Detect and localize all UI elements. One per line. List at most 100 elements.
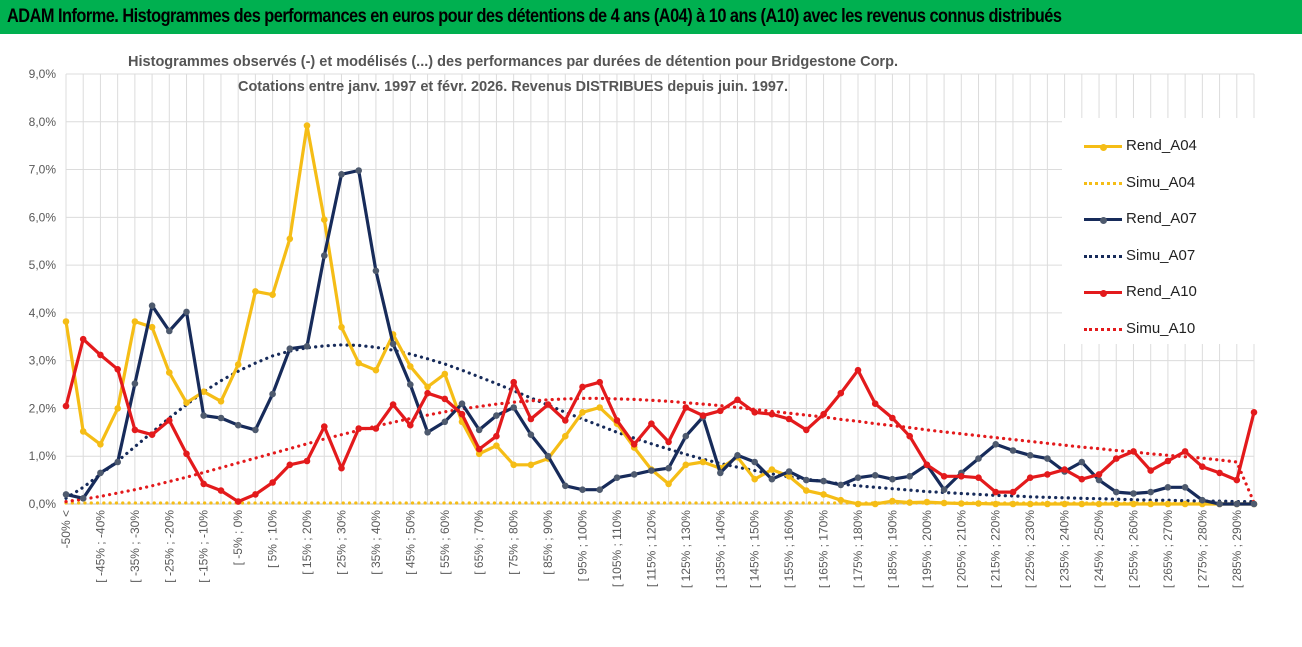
data-point-rend-a04 — [682, 461, 690, 469]
data-point-rend-a07 — [665, 464, 672, 472]
data-point-rend-a10 — [906, 432, 913, 440]
data-point-rend-a07 — [751, 458, 758, 466]
x-tick-label: [ 45% ; 50% — [403, 510, 417, 575]
data-point-rend-a07 — [1199, 496, 1206, 504]
legend-label: Simu_A10 — [1126, 319, 1196, 337]
data-point-rend-a10 — [562, 417, 569, 424]
data-point-rend-a10 — [1130, 448, 1137, 455]
series-simu-a10 — [64, 396, 1256, 505]
data-point-rend-a10 — [1216, 469, 1223, 477]
data-point-rend-a10 — [768, 410, 776, 418]
data-point-rend-a04 — [975, 500, 982, 507]
data-point-rend-a10 — [1113, 455, 1120, 462]
chart-title: Histogrammes observés (-) et modélisés (… — [128, 53, 898, 70]
data-point-rend-a07 — [682, 432, 690, 440]
data-point-rend-a07 — [906, 473, 913, 480]
data-point-rend-a07 — [562, 482, 569, 490]
data-point-rend-a10 — [217, 487, 225, 494]
data-point-rend-a07 — [407, 381, 414, 388]
data-point-rend-a10 — [889, 414, 896, 422]
y-tick-label: 3,0% — [29, 354, 57, 368]
legend-marker — [1100, 290, 1107, 297]
data-point-rend-a04 — [355, 359, 363, 367]
data-point-rend-a07 — [286, 345, 294, 353]
x-tick-label: [ 55% ; 60% — [438, 510, 452, 575]
y-axis-ticks: 0,0% 1,0% 2,0% 3,0% 4,0% 5,0% 6,0% 7,0% 8,0% 9,0% — [29, 67, 57, 511]
chart-subtitle: Cotations entre janv. 1997 et févr. 2026… — [238, 78, 788, 95]
data-point-rend-a07 — [837, 481, 845, 489]
data-point-rend-a10 — [441, 395, 449, 403]
data-point-rend-a04 — [131, 318, 139, 325]
data-point-rend-a07 — [596, 486, 603, 494]
x-tick-label: [ 25% ; 30% — [334, 510, 348, 575]
data-point-rend-a04 — [234, 361, 242, 368]
x-tick-label: [ 165% ; 170% — [817, 510, 831, 588]
data-point-rend-a07 — [544, 452, 552, 460]
data-point-rend-a07 — [355, 167, 363, 174]
data-point-rend-a10 — [665, 438, 672, 446]
data-point-rend-a04 — [699, 458, 707, 466]
data-point-rend-a07 — [1044, 455, 1051, 462]
series-line-rend-a10 — [64, 337, 1256, 504]
data-point-rend-a10 — [62, 402, 70, 410]
legend-item-rend-a07: Rend_A07 — [1062, 209, 1284, 229]
data-point-rend-a10 — [338, 464, 345, 472]
data-point-rend-a07 — [975, 455, 982, 462]
data-point-rend-a04 — [820, 491, 827, 498]
data-point-rend-a07 — [992, 441, 999, 448]
data-point-rend-a04 — [303, 122, 311, 129]
data-point-rend-a04 — [286, 235, 294, 243]
data-point-rend-a10 — [458, 410, 466, 418]
x-tick-label: [ 255% ; 260% — [1126, 510, 1140, 588]
data-point-rend-a10 — [820, 410, 827, 418]
data-point-rend-a10 — [252, 491, 259, 498]
x-tick-label: [ -25% ; -20% — [162, 510, 176, 583]
data-point-rend-a04 — [217, 398, 225, 405]
data-point-rend-a04 — [596, 404, 603, 411]
data-point-rend-a10 — [1250, 409, 1258, 416]
data-point-rend-a07 — [527, 431, 535, 439]
legend-label: Simu_A04 — [1126, 173, 1196, 191]
legend-swatch — [1084, 327, 1122, 331]
x-tick-label: [ 85% ; 90% — [541, 510, 555, 575]
data-point-rend-a10 — [286, 461, 294, 469]
data-point-rend-a04 — [906, 499, 913, 506]
data-point-rend-a07 — [1026, 452, 1034, 459]
performance-chart: 0,0% 1,0% 2,0% 3,0% 4,0% 5,0% 6,0% 7,0% 8,0% 9,0%… — [29, 53, 1258, 588]
x-tick-label: [ 225% ; 230% — [1023, 510, 1037, 588]
data-point-rend-a04 — [475, 450, 483, 458]
y-tick-label: 2,0% — [29, 401, 57, 415]
data-point-rend-a04 — [166, 369, 173, 376]
data-point-rend-a10 — [1233, 476, 1241, 484]
data-point-rend-a07 — [97, 469, 104, 477]
legend-swatch — [1084, 290, 1122, 297]
data-point-rend-a10 — [596, 378, 603, 386]
data-point-rend-a10 — [1095, 471, 1103, 478]
data-point-rend-a07 — [321, 252, 328, 259]
data-point-rend-a10 — [975, 474, 982, 482]
data-point-rend-a07 — [1113, 488, 1120, 496]
data-point-rend-a07 — [803, 476, 810, 484]
legend-marker — [1100, 144, 1107, 151]
data-point-rend-a04 — [269, 291, 276, 299]
data-point-rend-a04 — [803, 487, 810, 494]
data-point-rend-a07 — [252, 426, 259, 434]
data-point-rend-a10 — [114, 366, 121, 373]
data-point-rend-a10 — [527, 415, 535, 423]
data-point-rend-a10 — [992, 488, 999, 496]
data-point-rend-a04 — [1044, 500, 1051, 508]
data-point-rend-a07 — [234, 421, 242, 429]
y-tick-label: 6,0% — [29, 210, 57, 224]
data-point-rend-a10 — [544, 401, 552, 408]
data-point-rend-a04 — [148, 323, 156, 331]
series-line-rend-a07 — [65, 168, 1254, 506]
x-tick-label: [ -45% ; -40% — [93, 510, 107, 583]
data-point-rend-a07 — [1233, 500, 1241, 508]
x-tick-label: [ 35% ; 40% — [369, 510, 383, 575]
data-point-rend-a04 — [1147, 500, 1154, 508]
data-point-rend-a10 — [940, 473, 948, 480]
data-point-rend-a07 — [648, 467, 655, 474]
data-point-rend-a04 — [321, 216, 328, 223]
legend-item-simu-a07: Simu_A07 — [1062, 246, 1284, 266]
